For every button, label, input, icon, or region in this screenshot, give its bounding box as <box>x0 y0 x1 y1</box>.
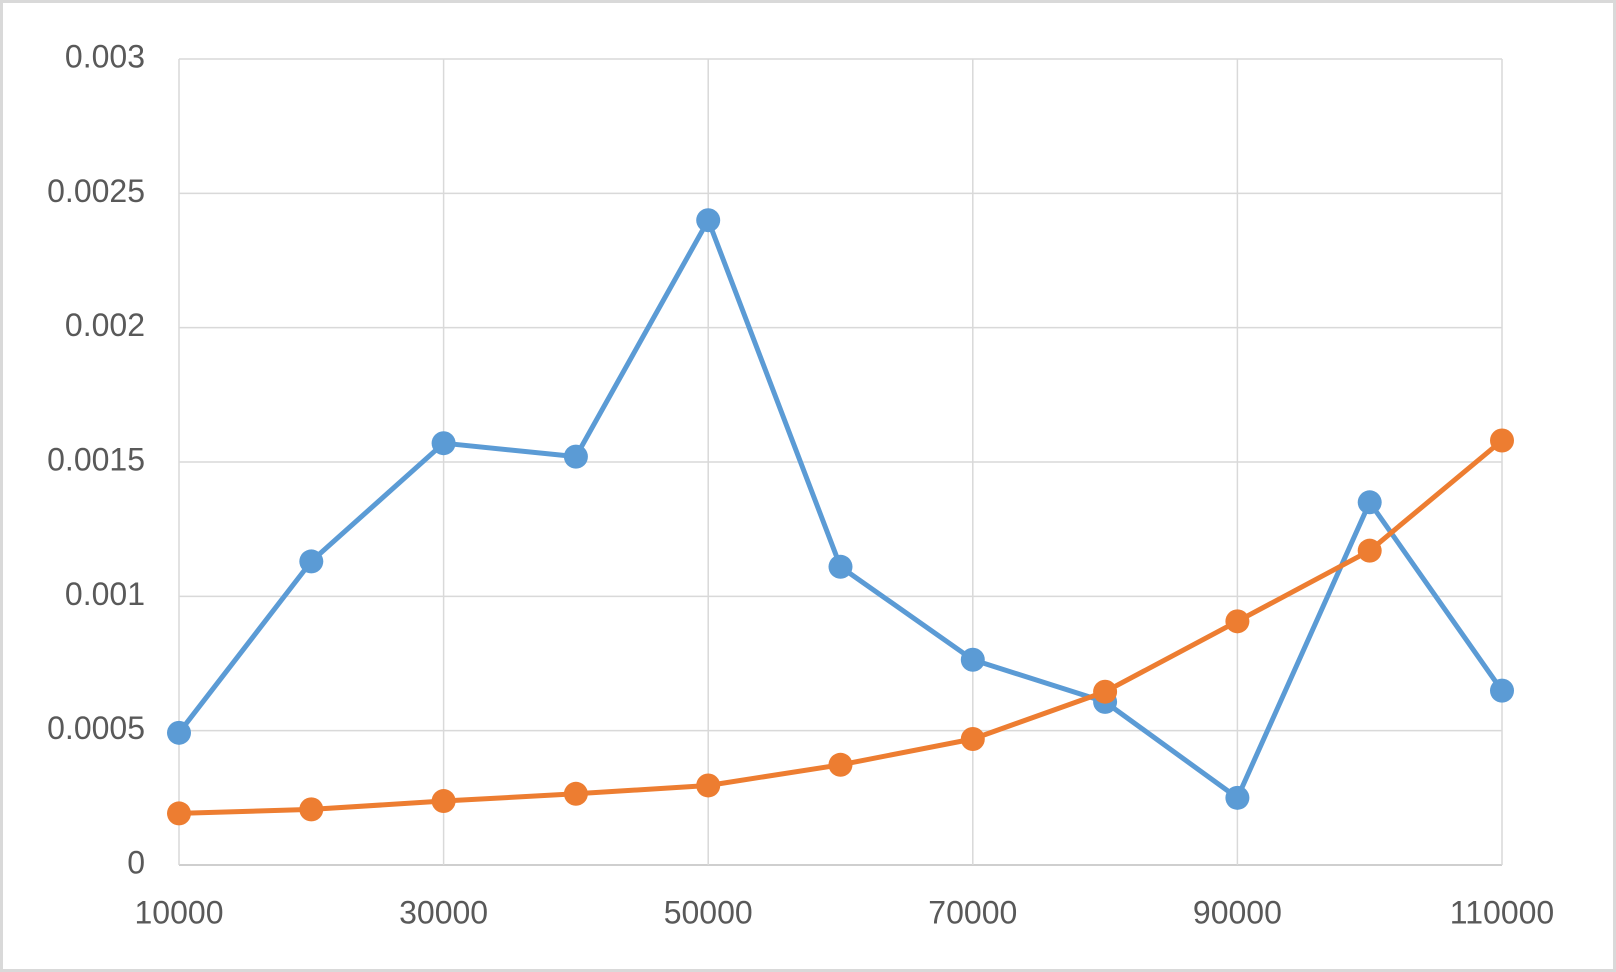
data-point <box>960 647 985 672</box>
y-tick-label: 0 <box>127 844 145 880</box>
data-point <box>1225 609 1250 634</box>
y-tick-label: 0.003 <box>65 38 145 74</box>
x-tick-label: 110000 <box>1450 894 1554 930</box>
data-point <box>1357 538 1382 563</box>
data-point <box>696 208 721 233</box>
data-point <box>299 797 324 822</box>
data-point <box>1490 428 1514 453</box>
data-point <box>431 431 456 456</box>
data-point <box>563 781 588 806</box>
data-point <box>1093 679 1118 704</box>
data-point <box>299 549 324 574</box>
data-point <box>828 554 853 579</box>
data-point <box>1225 785 1250 810</box>
data-point <box>696 773 721 798</box>
data-point <box>563 444 588 469</box>
y-tick-label: 0.001 <box>65 576 145 612</box>
x-tick-label: 90000 <box>1193 894 1282 930</box>
x-tick-label: 10000 <box>135 894 224 930</box>
data-point <box>828 752 853 777</box>
data-point <box>167 720 191 745</box>
y-tick-label: 0.002 <box>65 307 145 343</box>
x-tick-label: 70000 <box>928 894 1017 930</box>
x-tick-label: 50000 <box>664 894 753 930</box>
y-tick-label: 0.0015 <box>47 441 145 477</box>
data-point <box>1490 678 1514 703</box>
data-point <box>960 726 985 751</box>
x-tick-label: 30000 <box>399 894 488 930</box>
data-point <box>431 789 456 814</box>
y-tick-label: 0.0025 <box>47 173 145 209</box>
data-point <box>1357 490 1382 515</box>
y-tick-label: 0.0005 <box>47 710 145 746</box>
data-point <box>167 801 191 826</box>
